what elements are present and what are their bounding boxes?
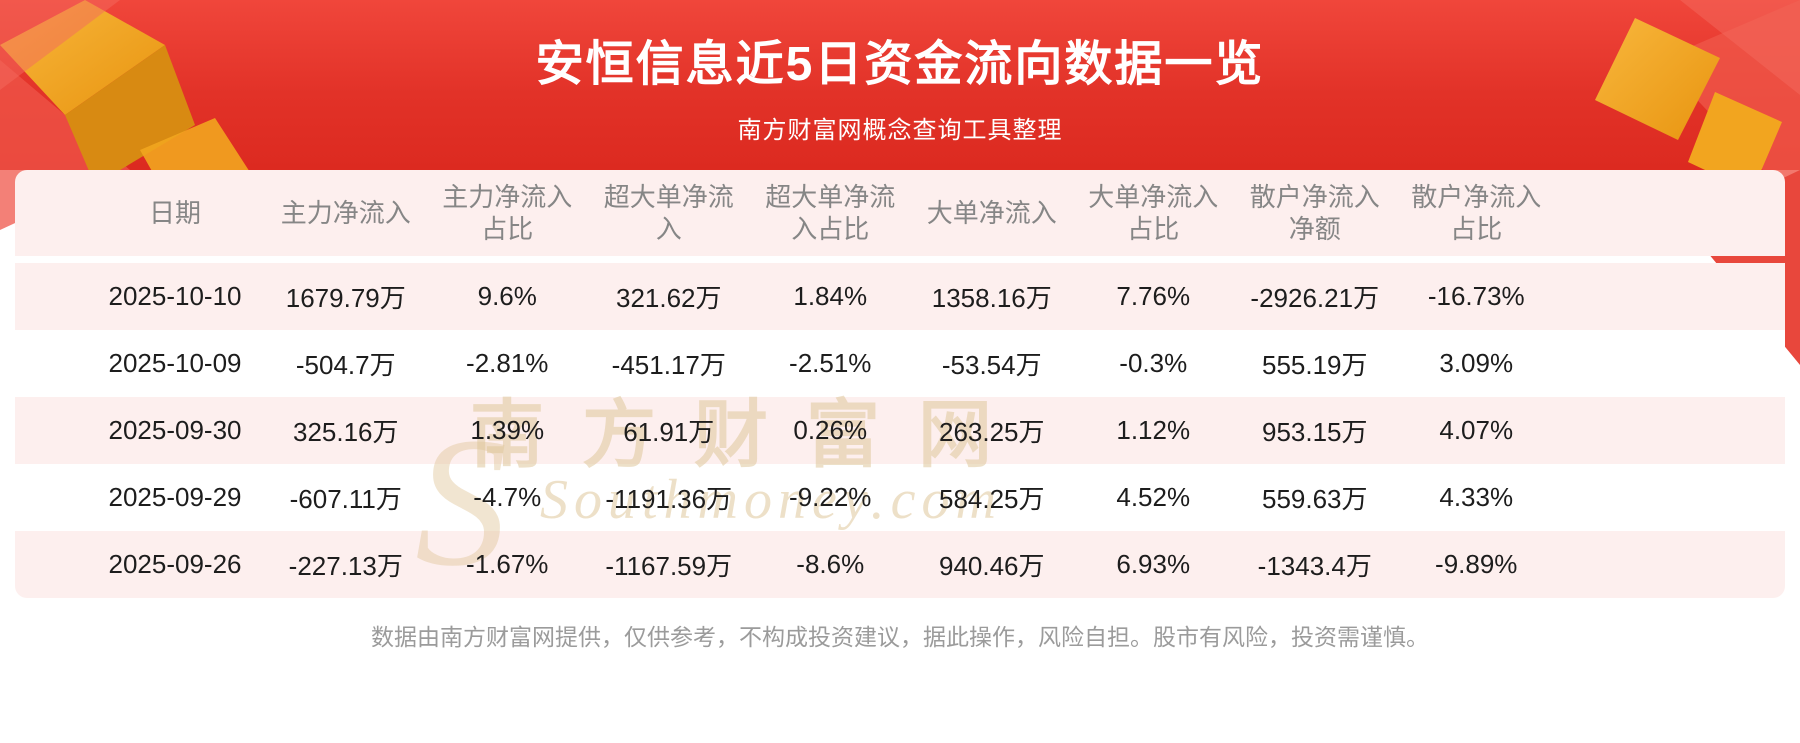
page-subtitle: 南方财富网概念查询工具整理	[737, 117, 1063, 144]
date-cell: 2025-09-29	[108, 482, 242, 512]
value-cell: -16.73%	[1427, 281, 1525, 311]
value-cell: 940.46万	[938, 551, 1045, 581]
value-cell: -607.11万	[289, 484, 402, 514]
value-cell: 584.25万	[938, 484, 1045, 514]
column-header: 超大单净流入	[603, 181, 734, 245]
value-cell: 4.52%	[1116, 482, 1191, 512]
value-cell: 1.84%	[793, 281, 868, 311]
value-cell: 263.25万	[938, 417, 1045, 447]
column-header: 超大单净流入占比	[765, 181, 896, 245]
column-header: 散户净流入占比	[1411, 181, 1542, 245]
value-cell: 61.91万	[623, 417, 715, 447]
table-row: 2025-10-09 -504.7万 -2.81% -451.17万 -2.51% -53…	[15, 330, 1785, 397]
value-cell: 7.76%	[1116, 281, 1191, 311]
table-row: 2025-09-30 325.16万 1.39% 61.91万 0.26% 263.25万…	[15, 397, 1785, 464]
value-cell: 325.16万	[292, 417, 399, 447]
value-cell: 321.62万	[615, 283, 722, 313]
value-cell: 4.07%	[1439, 415, 1514, 445]
table-body: 2025-10-10 1679.79万 9.6% 321.62万 1.84% 1358.1…	[15, 263, 1785, 598]
page-title: 安恒信息近5日资金流向数据一览	[535, 38, 1265, 91]
table-header-row: 日期 主力净流入 主力净流入占比 超大单净流入 超大单净流入占比 大单净流入 大单净流入占比…	[15, 170, 1785, 256]
column-header: 散户净流入净额	[1249, 181, 1380, 245]
value-cell: -0.3%	[1119, 348, 1188, 378]
table-row: 2025-09-26 -227.13万 -1.67% -1167.59万 -8.6% 94…	[15, 531, 1785, 598]
value-cell: 559.63万	[1261, 484, 1368, 514]
value-cell: 1.39%	[470, 415, 545, 445]
value-cell: -9.22%	[789, 482, 872, 512]
value-cell: -8.6%	[796, 549, 865, 579]
value-cell: -1.67%	[466, 549, 549, 579]
table-row: 2025-09-29 -607.11万 -4.7% -1191.36万 -9.22% 58…	[15, 464, 1785, 531]
fund-flow-table: 日期 主力净流入 主力净流入占比 超大单净流入 超大单净流入占比 大单净流入 大单净流入占比…	[15, 170, 1785, 598]
date-cell: 2025-09-26	[108, 549, 242, 579]
footer-disclaimer: 数据由南方财富网提供，仅供参考，不构成投资建议，据此操作，风险自担。股市有风险，…	[371, 624, 1429, 650]
date-cell: 2025-10-10	[108, 281, 242, 311]
value-cell: -2.51%	[789, 348, 872, 378]
value-cell: 9.6%	[477, 281, 537, 311]
value-cell: -4.7%	[473, 482, 542, 512]
value-cell: -1343.4万	[1257, 551, 1372, 581]
value-cell: 555.19万	[1261, 350, 1368, 380]
banner	[0, 0, 1800, 170]
value-cell: -504.7万	[295, 350, 396, 380]
value-cell: 953.15万	[1261, 417, 1368, 447]
value-cell: -227.13万	[288, 551, 403, 581]
date-cell: 2025-10-09	[108, 348, 242, 378]
date-cell: 2025-09-30	[108, 415, 242, 445]
value-cell: -2926.21万	[1250, 283, 1380, 313]
value-cell: 0.26%	[793, 415, 868, 445]
value-cell: 6.93%	[1116, 549, 1191, 579]
value-cell: -1167.59万	[605, 551, 733, 581]
column-header: 大单净流入	[926, 197, 1057, 228]
value-cell: -1191.36万	[605, 484, 733, 514]
table-row: 2025-10-10 1679.79万 9.6% 321.62万 1.84% 1358.1…	[15, 263, 1785, 330]
value-cell: 1.12%	[1116, 415, 1191, 445]
column-header: 主力净流入	[280, 197, 411, 228]
value-cell: -2.81%	[466, 348, 549, 378]
value-cell: 1358.16万	[931, 283, 1052, 313]
value-cell: -9.89%	[1435, 549, 1518, 579]
value-cell: -451.17万	[611, 350, 726, 380]
value-cell: 4.33%	[1439, 482, 1514, 512]
value-cell: 3.09%	[1439, 348, 1514, 378]
value-cell: 1679.79万	[285, 283, 406, 313]
column-header: 大单净流入占比	[1088, 181, 1219, 245]
column-header: 主力净流入占比	[442, 181, 573, 245]
value-cell: -53.54万	[941, 350, 1042, 380]
column-header: 日期	[148, 197, 201, 228]
